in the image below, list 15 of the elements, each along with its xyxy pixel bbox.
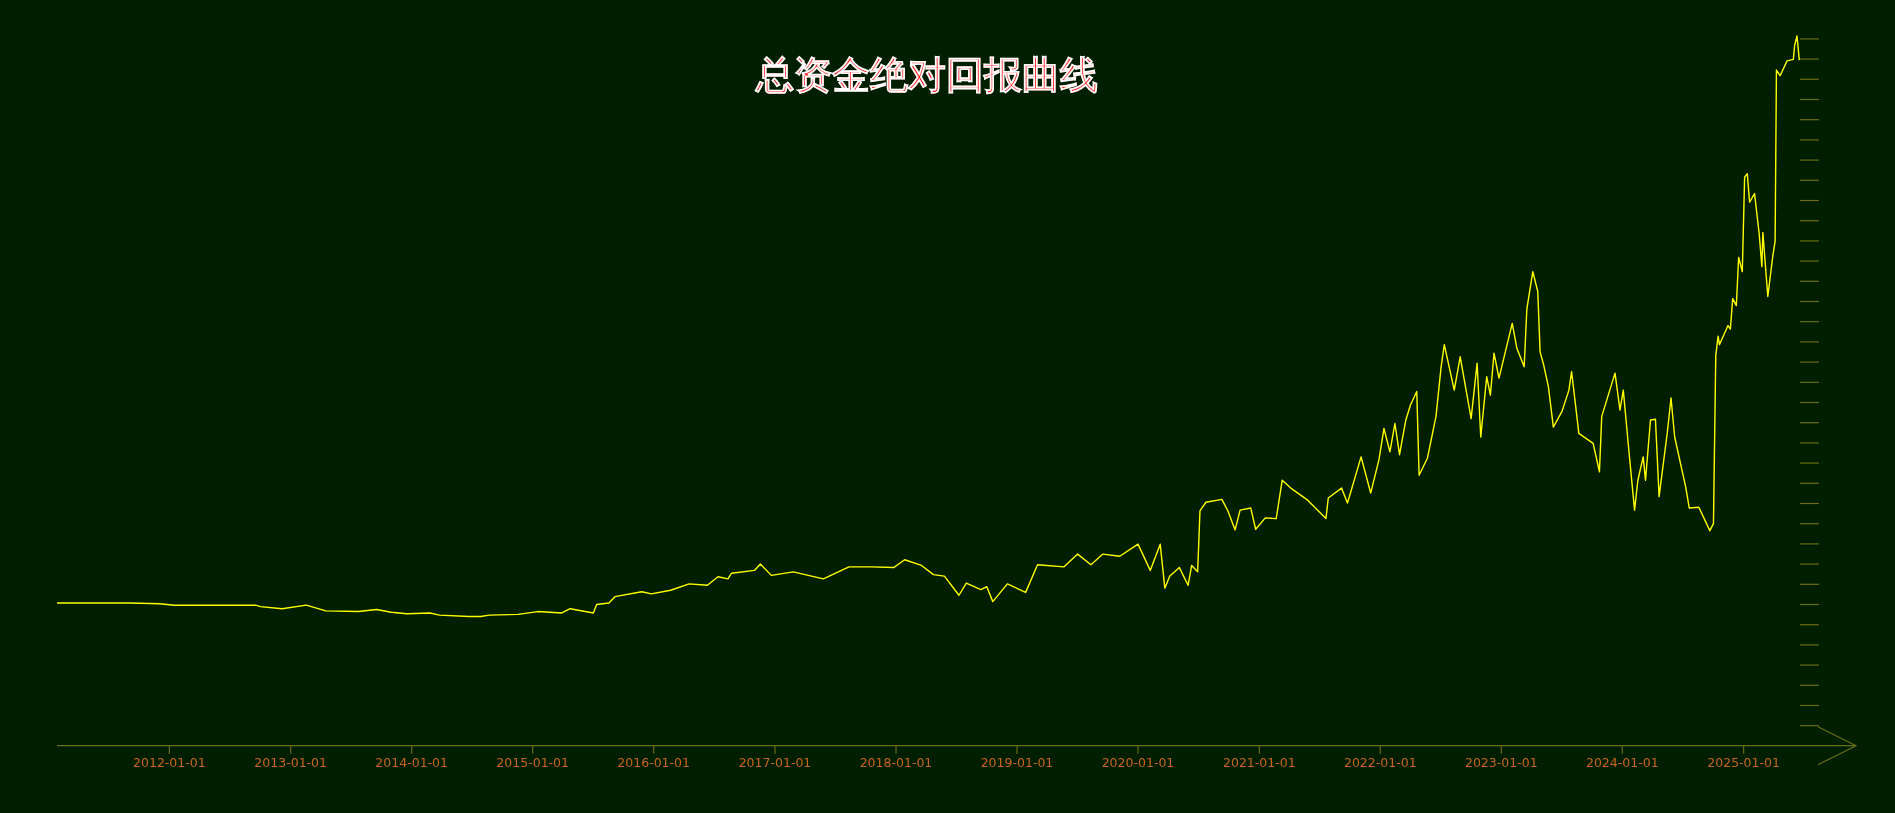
title: 总资金绝对回报曲线 — [756, 53, 1098, 97]
x-tick-label: 2015-01-01 — [496, 754, 570, 770]
x-tick-label: 2020-01-01 — [1101, 754, 1175, 770]
x-tick-label: 2023-01-01 — [1464, 754, 1538, 770]
x-tick-label: 2018-01-01 — [859, 754, 933, 770]
x-tick-label: 2017-01-01 — [738, 754, 812, 770]
x-tick-label: 2025-01-01 — [1707, 754, 1780, 770]
x-tick-label: 2019-01-01 — [980, 754, 1054, 770]
x-tick-label: 2024-01-01 — [1585, 754, 1659, 770]
x-tick-label: 2022-01-01 — [1343, 754, 1417, 770]
x-tick-label: 2016-01-01 — [617, 754, 691, 770]
x-tick-label: 2014-01-01 — [375, 754, 449, 770]
x-tick-label: 2012-01-01 — [133, 754, 206, 770]
x-tick-label: 2021-01-01 — [1222, 754, 1296, 770]
x-tick-label: 2013-01-01 — [254, 754, 328, 770]
